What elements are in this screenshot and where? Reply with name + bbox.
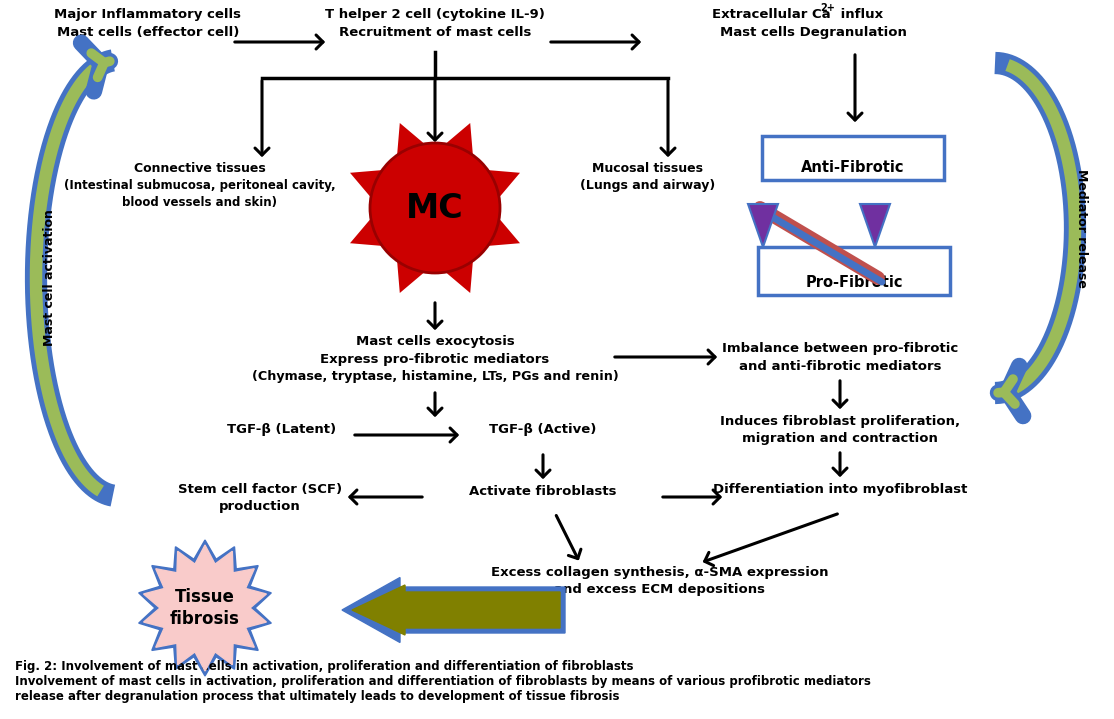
Polygon shape <box>350 219 382 246</box>
Text: Excess collagen synthesis, α-SMA expression: Excess collagen synthesis, α-SMA express… <box>491 566 829 579</box>
Text: Mast cells (effector cell): Mast cells (effector cell) <box>57 26 240 39</box>
Text: Activate fibroblasts: Activate fibroblasts <box>469 485 617 498</box>
Text: Mucosal tissues: Mucosal tissues <box>593 162 704 175</box>
Text: Pro-Fibrotic: Pro-Fibrotic <box>805 275 902 290</box>
Text: Differentiation into myofibroblast: Differentiation into myofibroblast <box>713 483 967 496</box>
Polygon shape <box>352 585 560 635</box>
Text: (Chymase, tryptase, histamine, LTs, PGs and renin): (Chymase, tryptase, histamine, LTs, PGs … <box>252 370 618 383</box>
Text: (Lungs and airway): (Lungs and airway) <box>580 179 715 192</box>
Text: (Intestinal submucosa, peritoneal cavity,: (Intestinal submucosa, peritoneal cavity… <box>65 179 335 192</box>
Polygon shape <box>747 204 778 247</box>
Text: Recruitment of mast cells: Recruitment of mast cells <box>339 26 531 39</box>
Text: Connective tissues: Connective tissues <box>134 162 266 175</box>
Text: Major Inflammatory cells: Major Inflammatory cells <box>55 8 242 21</box>
FancyBboxPatch shape <box>762 136 944 180</box>
FancyBboxPatch shape <box>758 247 950 295</box>
Text: TGF-β (Latent): TGF-β (Latent) <box>227 423 336 436</box>
Text: and anti-fibrotic mediators: and anti-fibrotic mediators <box>739 360 941 373</box>
Text: Anti-Fibrotic: Anti-Fibrotic <box>801 160 905 175</box>
Text: Mast cells exocytosis: Mast cells exocytosis <box>355 335 515 348</box>
Text: Imbalance between pro-fibrotic: Imbalance between pro-fibrotic <box>722 342 958 355</box>
Text: MC: MC <box>407 191 463 224</box>
Text: Induces fibroblast proliferation,: Induces fibroblast proliferation, <box>720 415 960 428</box>
Text: Extracellular Ca: Extracellular Ca <box>712 8 831 21</box>
Polygon shape <box>139 540 272 676</box>
Polygon shape <box>488 170 520 198</box>
Polygon shape <box>144 545 266 671</box>
Text: release after degranulation process that ultimately leads to development of tiss: release after degranulation process that… <box>14 690 619 703</box>
Polygon shape <box>397 261 424 293</box>
Text: influx: influx <box>836 8 883 21</box>
Text: Mediator release: Mediator release <box>1075 168 1088 288</box>
Text: 2+: 2+ <box>820 3 834 13</box>
Text: Express pro-fibrotic mediators: Express pro-fibrotic mediators <box>321 353 549 366</box>
Polygon shape <box>860 204 890 247</box>
Polygon shape <box>342 577 565 643</box>
Text: TGF-β (Active): TGF-β (Active) <box>489 423 597 436</box>
Text: blood vessels and skin): blood vessels and skin) <box>123 196 277 209</box>
Polygon shape <box>350 170 382 198</box>
Text: Tissue
fibrosis: Tissue fibrosis <box>170 588 240 628</box>
Polygon shape <box>397 123 424 155</box>
Polygon shape <box>446 123 473 155</box>
Text: migration and contraction: migration and contraction <box>742 432 938 445</box>
Text: and excess ECM depositions: and excess ECM depositions <box>555 583 765 596</box>
Text: T helper 2 cell (cytokine IL-9): T helper 2 cell (cytokine IL-9) <box>325 8 545 21</box>
Text: Mast cells Degranulation: Mast cells Degranulation <box>720 26 907 39</box>
Polygon shape <box>446 261 473 293</box>
Polygon shape <box>488 219 520 246</box>
Text: production: production <box>219 500 301 513</box>
Circle shape <box>370 143 500 273</box>
Text: Fig. 2: Involvement of mast cells in activation, proliferation and differentiati: Fig. 2: Involvement of mast cells in act… <box>14 660 634 673</box>
Text: Stem cell factor (SCF): Stem cell factor (SCF) <box>178 483 342 496</box>
Text: Involvement of mast cells in activation, proliferation and differentiation of fi: Involvement of mast cells in activation,… <box>14 675 871 688</box>
Text: Mast cell activation: Mast cell activation <box>43 209 57 347</box>
